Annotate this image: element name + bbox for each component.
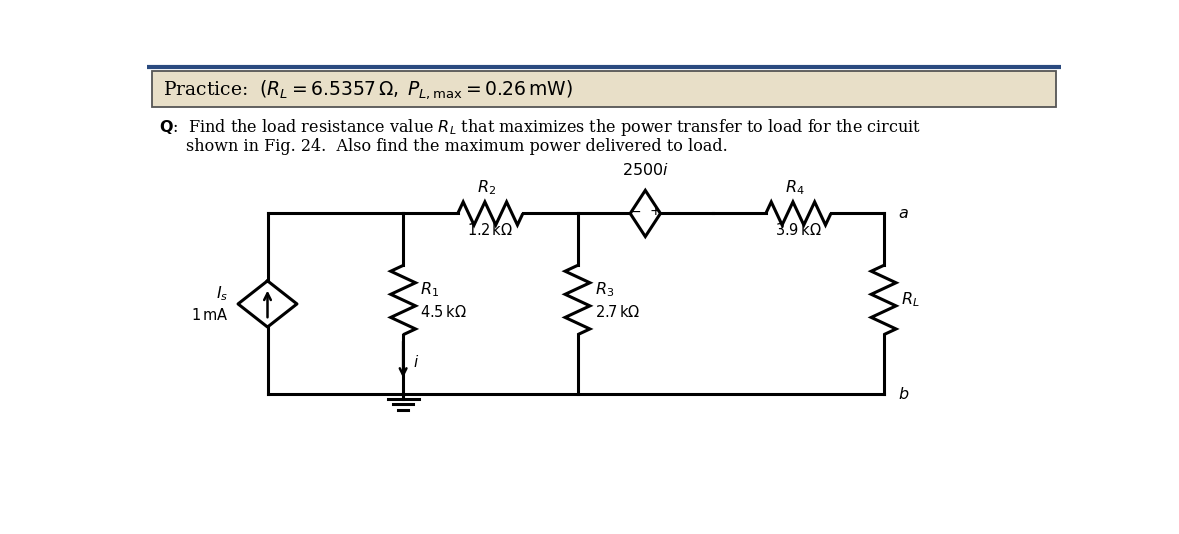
Text: $4.5\,\mathrm{k}\Omega$: $4.5\,\mathrm{k}\Omega$ xyxy=(420,304,467,320)
Text: $1.2\,\mathrm{k}\Omega$: $1.2\,\mathrm{k}\Omega$ xyxy=(467,222,513,238)
Text: $3.9\,\mathrm{k}\Omega$: $3.9\,\mathrm{k}\Omega$ xyxy=(775,222,822,238)
Text: $R_4$: $R_4$ xyxy=(785,178,804,197)
FancyBboxPatch shape xyxy=(152,71,1056,107)
Text: $2500i$: $2500i$ xyxy=(621,162,668,179)
Text: $I_s$: $I_s$ xyxy=(217,285,229,303)
Text: $a$: $a$ xyxy=(897,205,908,222)
Text: $b$: $b$ xyxy=(897,386,909,403)
Text: $R_3$: $R_3$ xyxy=(594,281,614,300)
Text: $R_1$: $R_1$ xyxy=(420,281,440,300)
Text: $1\,\mathrm{mA}$: $1\,\mathrm{mA}$ xyxy=(191,308,229,324)
Text: Practice:  $(R_L = 6.5357\,\Omega,\; P_{L,\mathrm{max}} = 0.26\,\mathrm{mW})$: Practice: $(R_L = 6.5357\,\Omega,\; P_{L… xyxy=(163,77,573,100)
Text: $R_L$: $R_L$ xyxy=(901,290,920,309)
Text: $2.7\,\mathrm{k}\Omega$: $2.7\,\mathrm{k}\Omega$ xyxy=(594,304,640,320)
Text: $+$: $+$ xyxy=(648,204,660,218)
Text: $\mathbf{Q}$:  Find the load resistance value $R_L$ that maximizes the power tra: $\mathbf{Q}$: Find the load resistance v… xyxy=(159,117,921,138)
Text: $i$: $i$ xyxy=(413,354,420,370)
Text: shown in Fig. 24.  Also find the maximum power delivered to load.: shown in Fig. 24. Also find the maximum … xyxy=(186,138,727,155)
Text: $-$: $-$ xyxy=(630,204,641,218)
Text: $R_2$: $R_2$ xyxy=(476,178,496,197)
